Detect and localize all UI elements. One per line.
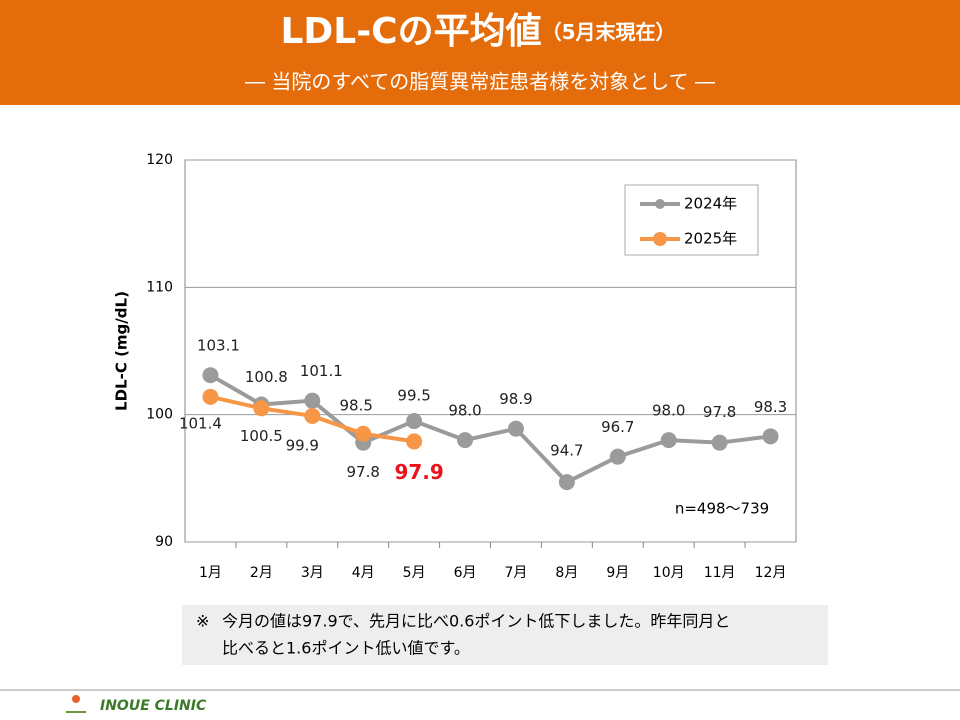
data-label: 100.8 (245, 368, 288, 386)
point (711, 434, 728, 451)
legend-label: 2025年 (684, 230, 737, 248)
legend-marker (653, 232, 667, 246)
data-label: 96.7 (601, 418, 634, 436)
note-line: 比べると1.6ポイント低い値です。 (222, 639, 470, 658)
series-line (209, 373, 771, 485)
note-box (182, 605, 828, 665)
data-label: 99.9 (286, 436, 319, 454)
data-label: 98.9 (499, 390, 532, 408)
point (253, 400, 270, 417)
data-label: 97.8 (347, 463, 380, 481)
data-label: 94.7 (550, 442, 583, 460)
title: LDL-Cの平均値（5月末現在） (280, 11, 675, 52)
data-label: 98.5 (340, 396, 373, 414)
note-mark: ※ (196, 612, 209, 631)
x-tick-label: 2月 (250, 565, 273, 581)
point (202, 367, 219, 384)
x-tick-label: 3月 (301, 565, 324, 581)
subtitle: ― 当院のすべての脂質異常症患者様を対象として ― (245, 70, 715, 94)
data-label: 101.1 (300, 362, 343, 380)
data-label: 99.5 (397, 387, 430, 405)
data-label: 97.8 (703, 403, 736, 421)
point (660, 432, 677, 449)
point (406, 413, 423, 430)
point (457, 432, 474, 449)
x-tick-label: 6月 (454, 565, 477, 581)
x-tick-label: 5月 (403, 565, 426, 581)
y-tick-label: 120 (146, 152, 173, 168)
header-band (0, 0, 960, 105)
point (406, 433, 423, 450)
x-tick-label: 4月 (352, 565, 375, 581)
point (558, 474, 575, 491)
x-tick-label: 10月 (653, 565, 685, 581)
y-tick-label: 110 (146, 279, 173, 295)
data-label: 98.0 (448, 402, 481, 420)
annotation: n=498～739 (675, 500, 769, 518)
data-label: 101.4 (179, 414, 222, 432)
data-label: 97.9 (394, 460, 443, 484)
data-label: 98.0 (652, 402, 685, 420)
x-tick-label: 9月 (606, 565, 629, 581)
data-label: 100.5 (240, 427, 283, 445)
clinic-logo (66, 695, 86, 713)
legend-label: 2024年 (684, 195, 737, 213)
point (609, 448, 626, 465)
point (202, 388, 219, 405)
y-tick-label: 100 (146, 407, 173, 423)
x-tick-label: 12月 (755, 565, 787, 581)
point (507, 420, 524, 437)
y-tick-label: 90 (155, 534, 173, 550)
note-line: 今月の値は97.9で、先月に比べ0.6ポイント低下しました。昨年同月と (222, 612, 730, 631)
y-axis-label: LDL-C (mg/dL) (113, 291, 131, 411)
point (304, 392, 321, 409)
legend-box (624, 184, 759, 256)
point (762, 428, 779, 445)
x-tick-label: 7月 (504, 565, 527, 581)
data-label: 103.1 (197, 337, 240, 355)
title-main: LDL-Cの平均値 (280, 11, 541, 52)
legend-marker (655, 199, 665, 209)
title-note: （5月末現在） (542, 20, 676, 44)
point (304, 407, 321, 424)
clinic-name: INOUE CLINIC (100, 698, 207, 714)
x-tick-label: 1月 (199, 565, 222, 581)
x-tick-label: 8月 (555, 565, 578, 581)
data-label: 98.3 (754, 398, 787, 416)
point (355, 425, 372, 442)
x-tick-label: 11月 (704, 565, 736, 581)
